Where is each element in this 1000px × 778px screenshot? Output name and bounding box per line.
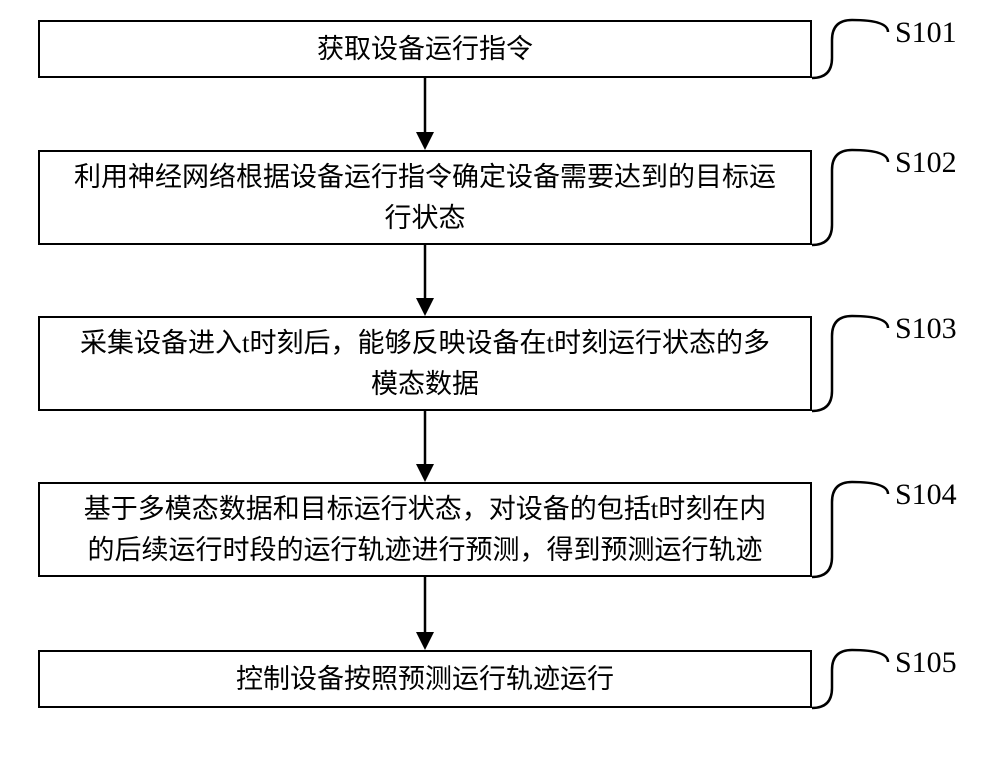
step-label-4: S104 xyxy=(895,478,957,512)
flow-node-2: 利用神经网络根据设备运行指令确定设备需要达到的目标运行状态 xyxy=(38,150,812,245)
step-label-5: S105 xyxy=(895,646,957,680)
step-label-2: S102 xyxy=(895,146,957,180)
flow-node-text: 获取设备运行指令 xyxy=(317,29,533,70)
flow-arrow-2 xyxy=(405,245,445,316)
flow-arrow-1 xyxy=(405,78,445,150)
flow-arrow-4 xyxy=(405,577,445,650)
step-label-text: S102 xyxy=(895,146,957,179)
flow-node-text: 利用神经网络根据设备运行指令确定设备需要达到的目标运行状态 xyxy=(74,157,776,238)
step-bracket-5 xyxy=(812,646,892,712)
flow-node-3: 采集设备进入t时刻后，能够反映设备在t时刻运行状态的多模态数据 xyxy=(38,316,812,411)
flow-node-5: 控制设备按照预测运行轨迹运行 xyxy=(38,650,812,708)
step-label-text: S103 xyxy=(895,312,957,345)
step-bracket-4 xyxy=(812,478,892,581)
step-bracket-1 xyxy=(812,16,892,82)
step-label-text: S105 xyxy=(895,646,957,679)
flow-node-text: 采集设备进入t时刻后，能够反映设备在t时刻运行状态的多模态数据 xyxy=(80,323,770,404)
flow-node-4: 基于多模态数据和目标运行状态，对设备的包括t时刻在内的后续运行时段的运行轨迹进行… xyxy=(38,482,812,577)
step-label-text: S101 xyxy=(895,16,957,49)
step-bracket-3 xyxy=(812,312,892,415)
step-label-1: S101 xyxy=(895,16,957,50)
flow-node-text: 基于多模态数据和目标运行状态，对设备的包括t时刻在内的后续运行时段的运行轨迹进行… xyxy=(84,489,767,570)
step-bracket-2 xyxy=(812,146,892,249)
flow-node-text: 控制设备按照预测运行轨迹运行 xyxy=(236,659,614,700)
flow-node-1: 获取设备运行指令 xyxy=(38,20,812,78)
step-label-text: S104 xyxy=(895,478,957,511)
flowchart-canvas: 获取设备运行指令利用神经网络根据设备运行指令确定设备需要达到的目标运行状态采集设… xyxy=(0,0,1000,778)
step-label-3: S103 xyxy=(895,312,957,346)
flow-arrow-3 xyxy=(405,411,445,482)
